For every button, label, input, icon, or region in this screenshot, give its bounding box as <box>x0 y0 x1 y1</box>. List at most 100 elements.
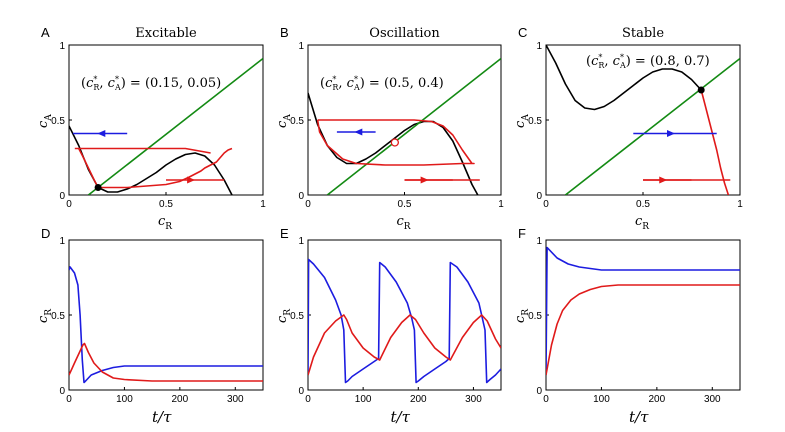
arrow-head <box>354 128 363 136</box>
panel-letter: E <box>280 226 289 241</box>
plot-area <box>546 246 740 376</box>
annotation-part: * <box>93 75 97 84</box>
x-tick-label: 300 <box>704 394 721 405</box>
series-cR <box>308 258 501 384</box>
x-tick-label: 100 <box>116 394 133 405</box>
axes-frame <box>68 44 264 196</box>
x-tick-label: 300 <box>465 394 482 405</box>
fixed-point <box>94 184 102 191</box>
series-trajectory <box>700 89 730 195</box>
fixed-point-annotation: (c* R, c* A) = (0.15, 0.05) <box>81 75 221 92</box>
fixed-point-annotation: (c* R, c* A) = (0.5, 0.4) <box>320 75 444 92</box>
axis-label-sub: R <box>404 222 411 232</box>
y-tick-label: 0.5 <box>528 116 542 127</box>
annotation-part: c <box>613 54 621 69</box>
series-trajectory <box>74 147 233 189</box>
axis-label: t/τ <box>391 408 411 426</box>
y-tick-label: 0 <box>59 191 65 202</box>
annotation-part: ) = (0.8, 0.7) <box>626 54 710 69</box>
plot-area <box>69 57 263 195</box>
panel-letter: D <box>41 226 50 241</box>
arrow-head <box>667 130 676 137</box>
x-tick-label: 100 <box>355 394 372 405</box>
arrow-head <box>97 130 106 137</box>
plot-area <box>308 57 501 195</box>
annotation-part: , <box>99 76 107 91</box>
plot-area <box>69 266 263 384</box>
y-tick-label: 1 <box>298 41 304 52</box>
axis-label: cR <box>397 214 411 232</box>
x-tick-label: 0.5 <box>159 199 173 210</box>
annotation-part: c <box>591 54 599 69</box>
annotation-part: ( <box>586 54 591 69</box>
series-nullcline_R <box>308 92 479 195</box>
series-nullcline_A <box>87 57 263 195</box>
fixed-point <box>697 86 705 94</box>
y-tick-label: 0 <box>536 386 542 397</box>
series-cA <box>546 284 740 376</box>
annotation-part: A <box>114 83 121 92</box>
axes-frame <box>545 239 741 391</box>
fixed-point-annotation: (c* R, c* A) = (0.8, 0.7) <box>586 53 710 70</box>
plot-area <box>308 258 501 384</box>
y-tick-label: 1 <box>536 236 542 247</box>
x-tick-label: 0 <box>543 394 549 405</box>
annotation-part: ( <box>320 76 325 91</box>
axis-label-sub: A <box>44 114 54 122</box>
panel-letter: C <box>518 25 527 40</box>
annotation-part: c <box>108 76 116 91</box>
x-tick-label: 1 <box>498 199 504 210</box>
axis-label: t/τ <box>629 408 649 426</box>
series-nullcline_A <box>564 57 740 195</box>
annotation-part: ( <box>81 76 86 91</box>
series-cA <box>69 342 263 382</box>
arrow-head <box>659 176 668 184</box>
panel-title: Oscillation <box>369 26 440 41</box>
annotation-part: R <box>93 83 100 92</box>
y-tick-label: 0.5 <box>51 116 65 127</box>
series-limit_cycle <box>316 119 475 166</box>
series-cR <box>69 266 263 384</box>
annotation-part: * <box>598 53 602 62</box>
y-tick-label: 0.5 <box>51 311 65 322</box>
annotation-part: R <box>598 61 605 70</box>
series-trajectory_top <box>78 147 211 154</box>
fixed-point-unstable <box>390 138 400 147</box>
x-tick-label: 0 <box>543 199 549 210</box>
axes-frame <box>307 239 502 391</box>
x-tick-label: 0.5 <box>636 199 650 210</box>
x-tick-label: 0 <box>305 394 311 405</box>
annotation-part: A <box>353 83 360 92</box>
y-tick-label: 0 <box>298 386 304 397</box>
annotation-part: ) = (0.5, 0.4) <box>360 76 444 91</box>
x-tick-label: 200 <box>172 394 189 405</box>
x-tick-label: 0 <box>66 199 72 210</box>
annotation-part: ) = (0.15, 0.05) <box>121 76 222 91</box>
series-nullcline_R <box>546 45 702 111</box>
x-tick-label: 300 <box>227 394 244 405</box>
x-tick-label: 0 <box>305 199 311 210</box>
axis-label-sub: A <box>521 114 531 122</box>
panel-letter: B <box>280 25 289 40</box>
axis-label: cR <box>158 214 172 232</box>
x-tick-label: 0.5 <box>398 199 412 210</box>
panel-title: Stable <box>622 26 664 41</box>
panel-title: Excitable <box>135 26 197 41</box>
y-tick-label: 0.5 <box>290 116 304 127</box>
x-tick-label: 1 <box>260 199 266 210</box>
panel-letter: F <box>518 226 526 241</box>
series-cR <box>546 246 740 376</box>
annotation-part: c <box>347 76 355 91</box>
annotation-part: R <box>332 83 339 92</box>
x-tick-label: 0 <box>66 394 72 405</box>
x-tick-label: 200 <box>410 394 427 405</box>
annotation-part: * <box>354 75 358 84</box>
y-tick-label: 0 <box>298 191 304 202</box>
